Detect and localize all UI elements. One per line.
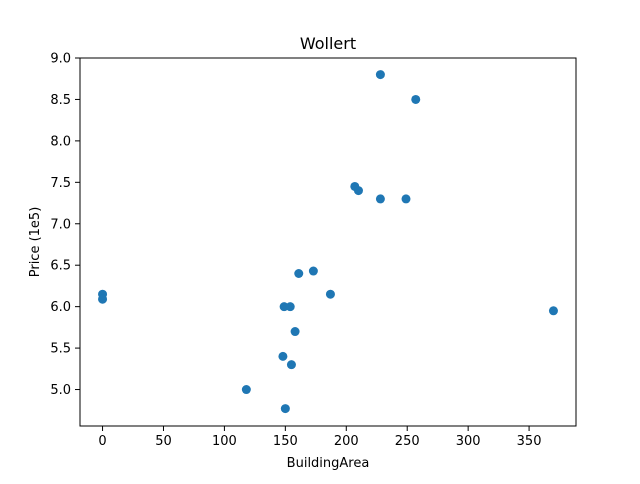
- x-axis-ticks: 0 50 100 150 200 250 300 350: [98, 426, 541, 449]
- data-points: [98, 70, 558, 414]
- y-tick-label-3: 6.5: [50, 259, 71, 274]
- y-axis-ticks: 5.0 5.5 6.0 6.5 7.0 7.5 8.0 8.5 9.0: [50, 52, 80, 398]
- x-tick-label-6: 300: [456, 434, 481, 449]
- x-tick-label-1: 50: [155, 434, 172, 449]
- x-tick-label-0: 0: [98, 434, 106, 449]
- y-tick-label-6: 8.0: [50, 134, 71, 149]
- data-point-14: [375, 70, 385, 80]
- chart-title: Wollert: [300, 34, 356, 53]
- data-point-15: [375, 194, 385, 204]
- data-point-7: [286, 360, 296, 370]
- data-point-8: [290, 327, 300, 337]
- data-point-5: [280, 404, 290, 414]
- x-tick-label-7: 350: [517, 434, 542, 449]
- data-point-6: [285, 302, 295, 312]
- data-point-1: [98, 294, 108, 304]
- data-point-2: [241, 385, 251, 395]
- x-tick-label-5: 250: [395, 434, 420, 449]
- data-point-16: [401, 194, 411, 204]
- x-axis-label: BuildingArea: [287, 456, 370, 471]
- y-tick-label-7: 8.5: [50, 93, 71, 108]
- y-tick-label-1: 5.5: [50, 342, 71, 357]
- x-tick-label-3: 150: [273, 434, 298, 449]
- data-point-9: [294, 268, 304, 278]
- data-point-17: [411, 94, 421, 104]
- plot-frame: [79, 57, 577, 427]
- data-point-13: [353, 186, 363, 196]
- data-point-10: [308, 266, 318, 276]
- y-tick-label-0: 5.0: [50, 383, 71, 398]
- data-point-18: [548, 306, 558, 316]
- data-point-3: [278, 351, 288, 361]
- x-tick-label-2: 100: [212, 434, 237, 449]
- y-axis-label: Price (1e5): [28, 207, 43, 278]
- y-tick-label-8: 9.0: [50, 52, 71, 67]
- x-tick-label-4: 200: [334, 434, 359, 449]
- data-point-11: [325, 289, 335, 299]
- y-tick-label-4: 7.0: [50, 217, 71, 232]
- y-tick-label-2: 6.0: [50, 300, 71, 315]
- y-tick-label-5: 7.5: [50, 176, 71, 191]
